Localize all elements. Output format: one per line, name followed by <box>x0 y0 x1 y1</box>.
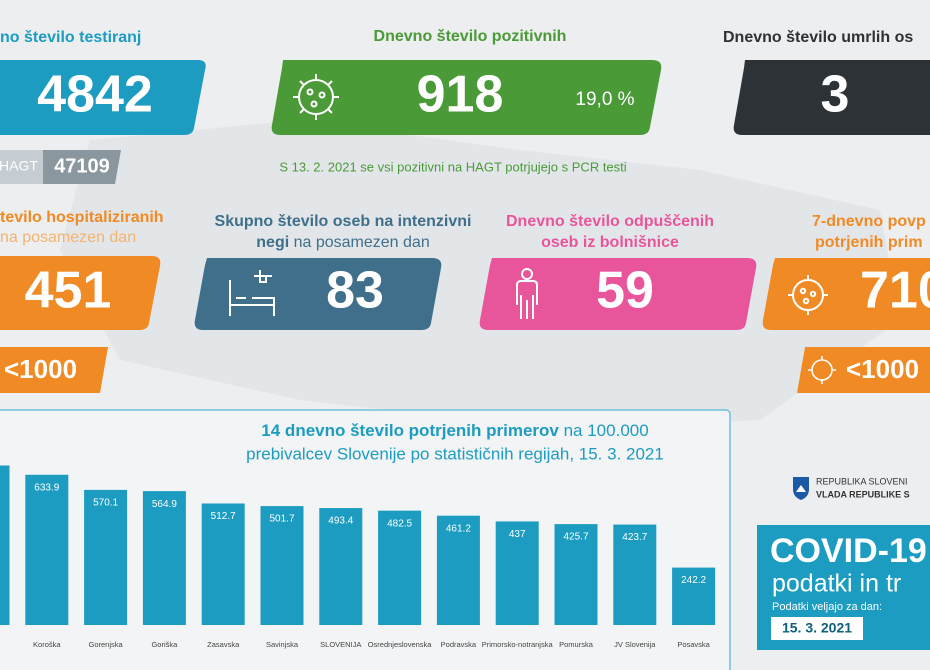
value-label: 512.7 <box>211 511 236 522</box>
card <box>0 60 206 135</box>
card-value: 83 <box>326 262 384 320</box>
date-box <box>771 617 863 640</box>
card-title-normal: na posamezen dan <box>289 234 430 251</box>
x-tick-label: JV Slovenija <box>614 640 656 649</box>
value-label: 423.7 <box>622 532 647 543</box>
value-label: 437 <box>509 529 526 540</box>
bed-icon <box>229 270 275 316</box>
bar <box>25 474 69 625</box>
gov-name: REPUBLIKA SLOVENI <box>816 476 908 486</box>
x-tick-label: Savinjska <box>266 640 299 649</box>
value-label: 242.2 <box>681 575 706 586</box>
virus-icon <box>293 74 339 120</box>
card-title: no število testiranj <box>0 29 141 46</box>
card-value: 3 <box>821 66 850 124</box>
value-label: 570.1 <box>93 498 118 509</box>
date: 15. 3. 2021 <box>782 620 852 636</box>
chart-title: 14 dnevno število potrjenih primerov na … <box>261 421 648 440</box>
value-label: 564.9 <box>152 499 177 510</box>
badge <box>797 347 930 393</box>
chart-title-bold: 14 dnevno število potrjenih primerov <box>261 421 559 440</box>
bar <box>436 515 480 625</box>
value-label: 461.2 <box>446 523 471 534</box>
card-share: 19,0 % <box>575 89 634 110</box>
covid-title: COVID-19 <box>770 532 927 570</box>
badge-label: HAGT <box>0 158 38 174</box>
coat-of-arms <box>793 477 809 500</box>
card-value: 4842 <box>37 66 153 124</box>
card <box>762 258 930 330</box>
card-title: Skupno število oseb na intenzivni <box>215 213 472 230</box>
bar <box>142 491 186 625</box>
virus-icon <box>808 356 836 384</box>
map-shape <box>60 120 900 430</box>
x-tick-label: Osrednjeslovenska <box>368 640 433 649</box>
badge <box>43 150 121 184</box>
card-title: oseb iz bolnišnice <box>541 234 679 251</box>
person-icon <box>516 268 538 319</box>
bar <box>613 524 657 625</box>
card-title: 7-dnevno povp <box>812 213 926 230</box>
badge <box>0 150 43 184</box>
bar <box>378 510 422 625</box>
card-title: Dnevno število odpuščenih <box>506 213 714 230</box>
x-tick-label: SLOVENIJA <box>320 640 361 649</box>
value-label: 633.9 <box>34 482 59 493</box>
x-tick-label: Goriška <box>151 640 178 649</box>
bar <box>554 524 598 625</box>
bar <box>495 521 539 625</box>
card <box>0 256 161 330</box>
card <box>194 258 442 330</box>
chart-title-normal: na 100.000 <box>559 421 649 440</box>
badge-value: 47109 <box>54 155 110 177</box>
x-tick-label: Podravska <box>441 640 477 649</box>
card-title: potrjenih prim <box>815 234 923 251</box>
card-value: 918 <box>417 66 504 124</box>
bar <box>672 567 716 625</box>
bar <box>319 508 363 625</box>
bar <box>0 465 10 625</box>
gov-name: VLADA REPUBLIKE S <box>816 489 910 499</box>
x-tick-label: Koroška <box>33 640 61 649</box>
card <box>479 258 757 330</box>
card-title-bold: negi <box>256 234 289 251</box>
x-tick-label: Posavska <box>677 640 710 649</box>
covid-subtitle: podatki in tr <box>772 570 901 598</box>
virus-icon <box>788 275 828 315</box>
value-label: 425.7 <box>563 532 588 543</box>
card-title: tevilo hospitaliziranih <box>0 209 164 226</box>
card-title: na posamezen dan <box>0 229 136 246</box>
value-label: 501.7 <box>269 514 294 525</box>
x-tick-label: Primorsko-notranjska <box>482 640 554 649</box>
badge <box>0 347 108 393</box>
card-value: 710 <box>860 262 930 320</box>
card-value: 59 <box>596 262 654 320</box>
note: S 13. 2. 2021 se vsi pozitivni na HAGT p… <box>279 159 626 174</box>
bar <box>260 506 304 625</box>
x-tick-label: Gorenjska <box>89 640 124 649</box>
bars: 3ka633.9Koroška570.1Gorenjska564.9Gorišk… <box>0 465 716 649</box>
card-title: Dnevno število umrlih os <box>723 29 913 46</box>
card-title: negi na posamezen dan <box>256 234 429 251</box>
chart-title: prebivalcev Slovenije po statističnih re… <box>246 444 664 463</box>
card <box>733 60 930 135</box>
valid-label: Podatki veljajo za dan: <box>772 601 882 613</box>
badge-value: <1000 <box>4 354 77 384</box>
badge-value: <1000 <box>846 354 919 384</box>
card-value: 451 <box>25 262 112 320</box>
bar <box>84 489 128 625</box>
card-title: Dnevno število pozitivnih <box>374 28 567 45</box>
value-label: 493.4 <box>328 516 353 527</box>
card <box>271 60 662 135</box>
x-tick-label: Pomurska <box>559 640 594 649</box>
value-label: 482.5 <box>387 518 412 529</box>
bar <box>201 503 245 625</box>
x-tick-label: Zasavska <box>207 640 240 649</box>
